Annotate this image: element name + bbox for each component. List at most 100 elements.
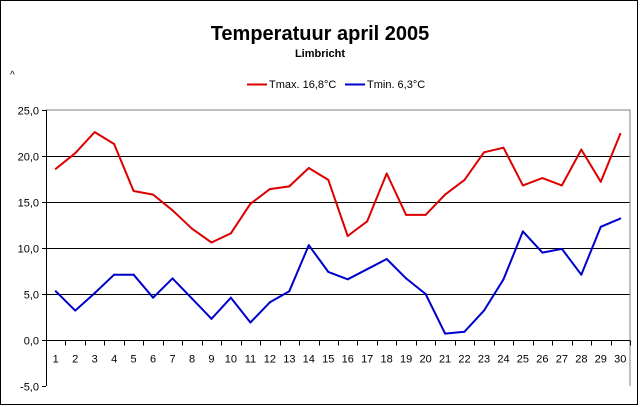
data-point [249,321,252,324]
data-point [521,230,524,233]
x-tick-label: 30 [614,354,626,366]
axes: -5,00,05,010,015,020,025,01 2 3 4 5 6 7 8 9 10 11 1… [18,106,631,394]
x-tick-label: 4 [111,354,117,366]
legend-label: Tmin. 6,3°C [367,79,425,91]
data-point [210,241,213,244]
data-point [327,270,330,273]
series-group [54,131,622,335]
data-point [502,146,505,149]
data-point [366,220,369,223]
data-point [307,244,310,247]
data-point [113,273,116,276]
data-point [405,213,408,216]
data-point [580,273,583,276]
data-point [599,225,602,228]
data-point [191,227,193,230]
data-point [113,143,116,146]
y-tick-label: 10,0 [18,244,39,256]
data-point [346,278,349,281]
y-tick-label: 20,0 [18,152,39,164]
data-point [444,332,447,335]
y-tick-label: 25,0 [18,106,39,118]
x-tick-label: 14 [303,354,315,366]
gridlines [46,156,630,341]
series-line-tmin [54,217,621,335]
x-tick-label: 23 [478,354,490,366]
data-point [483,309,485,312]
x-tick-label: 16 [342,354,354,366]
data-point [619,217,622,220]
data-point [210,317,213,320]
x-tick-label: 28 [575,354,587,366]
data-point [268,301,271,304]
data-point [346,235,349,238]
x-tick-label: 20 [419,354,431,366]
legend-label: Tmax. 16,8°C [269,79,336,91]
data-point [288,185,291,188]
data-point [560,247,563,250]
data-point [54,290,57,293]
data-point [541,251,544,254]
x-tick-label: 2 [72,354,78,366]
data-point [599,180,602,183]
data-point [385,258,388,261]
data-point [268,188,271,191]
data-point [93,131,96,134]
data-point [132,273,135,276]
x-tick-label: 6 [150,354,156,366]
data-point [54,167,57,170]
data-point [580,148,583,151]
data-point [152,193,155,196]
x-tick-label: 8 [189,354,195,366]
data-point [385,172,388,175]
x-tick-label: 17 [361,354,373,366]
data-point [249,202,252,205]
data-point [502,278,505,281]
data-point [463,178,466,181]
data-point [171,277,174,280]
x-tick-label: 18 [381,354,393,366]
x-tick-label: 12 [264,354,276,366]
data-point [541,177,544,180]
y-tick-label: 0,0 [24,336,39,348]
y-tick-label: 5,0 [24,290,39,302]
x-tick-label: 24 [497,354,509,366]
data-point [405,277,408,280]
data-point [132,189,135,192]
data-point [366,268,369,271]
data-point [93,292,96,295]
x-tick-label: 25 [517,354,529,366]
x-tick-label: 22 [458,354,470,366]
series-line-tmax [55,131,622,244]
data-point [229,232,232,235]
x-tick-label: 26 [536,354,548,366]
y-tick-label: -5,0 [20,382,39,394]
x-tick-label: 11 [245,354,256,366]
data-point [560,184,563,187]
chart-title: Temperatuur april 2005 [211,23,430,45]
data-point [424,213,427,216]
legend: Tmax. 16,8°C Tmin. 6,3°C [247,79,425,91]
data-point [483,151,485,154]
data-point [74,309,77,312]
data-point [152,296,155,299]
x-tick-label: 13 [283,354,295,366]
chart-subtitle: Limbricht [295,48,345,60]
x-tick-label: 10 [225,354,237,366]
x-tick-label: 27 [556,354,568,366]
x-tick-label: 19 [400,354,412,366]
y-axis-mark: ^ [10,70,15,81]
data-point [288,290,291,293]
x-tick-label: 7 [169,354,175,366]
data-point [424,293,427,295]
data-point [191,297,193,300]
data-point [229,296,232,299]
data-point [463,330,466,333]
data-point [327,178,330,181]
x-tick-label: 29 [595,354,607,366]
x-tick-label: 21 [439,354,451,366]
plot-border [46,109,631,386]
x-tick-label: 1 [53,354,59,366]
data-point [619,132,622,135]
